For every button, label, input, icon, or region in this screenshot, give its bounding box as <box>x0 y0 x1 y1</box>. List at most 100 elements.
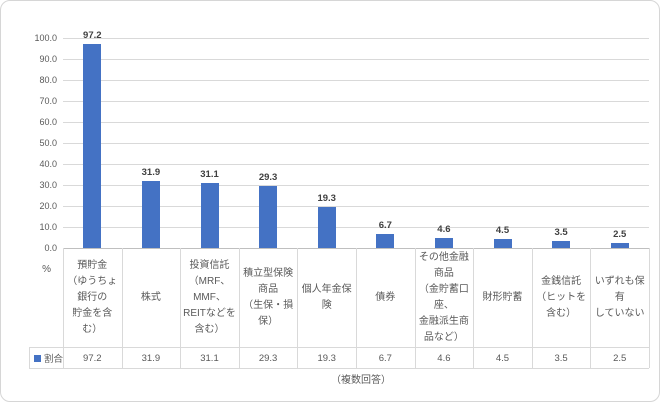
y-tick-label: 50.0 <box>39 138 57 148</box>
category-label-line: 財形貯蓄 <box>482 291 523 303</box>
category-label: 株式 <box>122 248 181 347</box>
bar <box>610 242 629 248</box>
grid-vline <box>63 248 64 368</box>
y-tick-label: 30.0 <box>39 180 57 190</box>
bar <box>200 182 219 248</box>
legend: 割合 <box>29 348 63 368</box>
bar <box>552 240 571 248</box>
table-value-cell: 2.5 <box>613 352 627 364</box>
grid-vline <box>238 248 240 368</box>
gridline <box>63 164 649 165</box>
category-label-line: 険 <box>321 299 332 311</box>
category-label-line: 貯金を含 <box>72 307 113 319</box>
category-label: 投資信託 （MRF、 MMF、 REITなどを 含む） <box>180 248 239 347</box>
gridline <box>63 80 649 81</box>
table-bottom-border <box>29 368 649 369</box>
table-top-border <box>29 347 649 348</box>
y-tick-label: 0.0 <box>44 243 57 253</box>
category-label-line: MMF、 <box>193 291 226 303</box>
grid-vline <box>590 248 592 368</box>
category-label-line: 座、 <box>433 299 454 311</box>
table-value-cell: 31.1 <box>200 352 219 364</box>
y-tick-label: 10.0 <box>39 222 57 232</box>
category-label: 財形貯蓄 <box>473 248 532 347</box>
gridline <box>63 206 649 207</box>
bar <box>493 238 512 248</box>
category-label-line: していない <box>594 307 645 319</box>
category-label-line: 積立型保険 <box>243 267 294 279</box>
bar-value-label: 3.5 <box>554 226 568 238</box>
legend-label: 割合 <box>44 354 64 365</box>
category-label: いずれも保有していない <box>590 248 649 347</box>
gridline <box>63 185 649 186</box>
category-label-line: 商品 <box>258 283 279 295</box>
grid-vline <box>531 248 533 368</box>
category-label-line: 個人年金保 <box>301 283 352 295</box>
table-value-cell: 97.2 <box>83 352 102 364</box>
table-value-cell: 4.6 <box>437 352 451 364</box>
category-label-line: 投資信託 <box>189 259 230 271</box>
category-label: 金銭信託 （ヒットを含む） <box>532 248 591 347</box>
y-tick-label: 70.0 <box>39 96 57 106</box>
category-label-line: 金銭信託 <box>541 275 582 287</box>
legend-marker-icon <box>34 354 41 362</box>
category-label-line: 品など） <box>423 331 464 343</box>
bar-value-label: 4.6 <box>437 224 451 236</box>
category-label-line: 債券 <box>375 291 396 303</box>
category-label-line: （ゆうちょ <box>67 275 118 287</box>
category-label-line: 含む） <box>194 323 225 335</box>
gridline <box>63 38 649 39</box>
grid-vline <box>356 248 357 368</box>
y-axis-unit-label: % <box>42 264 51 275</box>
category-label: 債券 <box>356 248 415 347</box>
bar <box>83 43 102 248</box>
y-tick-label: 90.0 <box>39 54 57 64</box>
y-tick-label: 20.0 <box>39 201 57 211</box>
grid-vline <box>297 248 299 368</box>
grid-vline <box>649 248 650 368</box>
category-label-line: （MRF、 <box>188 275 231 287</box>
category-label: その他金融 商品 （金貯蓄口 座、 金融派生商 品など） <box>415 248 474 347</box>
bar <box>376 233 395 248</box>
category-label-line: 金融派生商 <box>418 315 469 327</box>
bar <box>141 181 160 248</box>
category-label-line: 有 <box>614 291 625 303</box>
gridline <box>63 59 649 60</box>
category-label-line: 銀行の <box>77 291 108 303</box>
grid-vline <box>473 248 475 368</box>
table-value-cell: 6.7 <box>378 352 392 364</box>
category-label: 個人年金保険 <box>297 248 356 347</box>
bar-value-label: 4.5 <box>495 224 510 236</box>
bar-value-label: 31.9 <box>141 167 161 178</box>
table-value-cell: 3.5 <box>554 352 568 364</box>
y-tick-label: 100.0 <box>34 33 57 43</box>
gridline <box>63 101 649 102</box>
table-value-cell: 29.3 <box>258 352 278 364</box>
category-label-line: （ヒットを <box>536 291 587 303</box>
bar <box>317 207 336 248</box>
category-label-line: その他金融 <box>418 251 469 263</box>
table-left-border <box>29 347 30 368</box>
gridline <box>63 227 649 228</box>
gridline <box>63 143 649 144</box>
bar-value-label: 29.3 <box>258 172 278 184</box>
category-label-line: 含む） <box>546 307 577 319</box>
table-value-cell: 4.5 <box>495 352 510 364</box>
bar-value-label: 6.7 <box>378 219 392 231</box>
category-label: 預貯金 （ゆうちょ 銀行の 貯金を含 む） <box>63 248 122 347</box>
table-value-cell: 31.9 <box>141 352 161 364</box>
grid-vline <box>180 248 182 368</box>
bar-value-label: 19.3 <box>317 193 336 205</box>
grid-vline <box>414 248 416 368</box>
table-value-cell: 19.3 <box>317 352 336 364</box>
category-label-line: REITなどを <box>183 307 236 319</box>
category-label-line: （金貯蓄口 <box>418 283 469 295</box>
category-label-line: （生保・損 <box>243 299 294 311</box>
grid-vline <box>121 248 123 368</box>
category-label-line: いずれも保 <box>594 275 645 287</box>
multiple-answers-note: （複数回答） <box>331 375 391 386</box>
category-label-line: 株式 <box>140 291 161 303</box>
bar-value-label: 31.1 <box>200 168 219 180</box>
category-label-line: む） <box>82 323 103 335</box>
y-tick-label: 40.0 <box>39 159 57 169</box>
